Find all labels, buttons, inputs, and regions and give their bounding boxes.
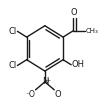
Text: O: O [70,8,77,17]
Text: +: + [45,78,50,83]
Text: Cl: Cl [9,27,17,36]
Text: Cl: Cl [9,61,17,70]
Text: O: O [55,90,61,99]
Text: CH₃: CH₃ [85,28,98,34]
Text: OH: OH [72,60,85,69]
Text: ⁻O: ⁻O [25,90,35,99]
Text: N: N [42,77,48,86]
